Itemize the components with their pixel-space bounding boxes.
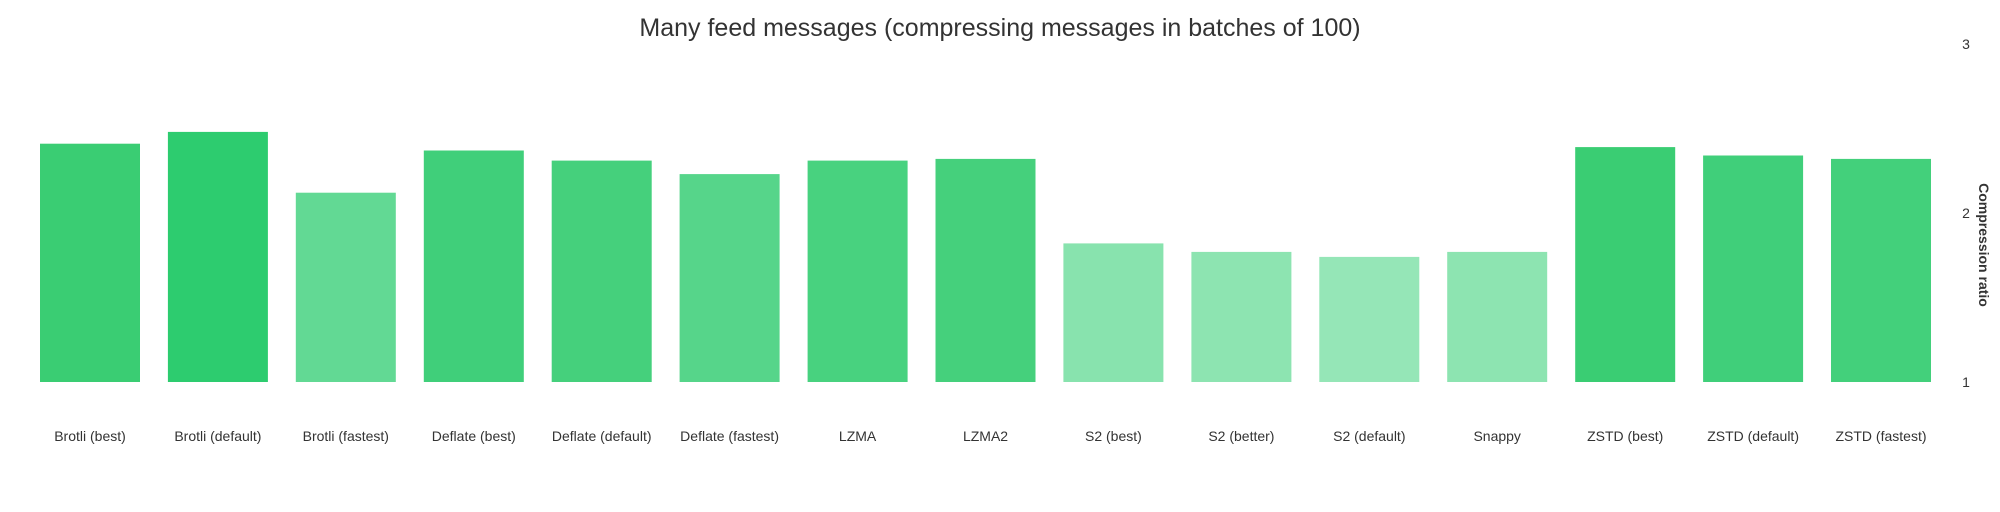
bar [1831,158,1931,382]
bars-group [40,131,1931,382]
x-tick-label: Deflate (best) [432,428,516,444]
y-tick-labels: 1 2 3 [1962,36,1970,390]
chart-title: Many feed messages (compressing messages… [639,14,1360,42]
x-tick-label: Brotli (best) [54,428,126,444]
y-tick-label: 2 [1962,205,1970,221]
x-tick-label: S2 (best) [1085,428,1142,444]
x-tick-label: Snappy [1473,428,1520,444]
x-tick-label: Brotli (default) [174,428,261,444]
bar [1319,256,1420,382]
bar [1575,147,1676,382]
bar [295,192,396,382]
x-tick-label: LZMA2 [963,428,1008,444]
x-tick-label: Deflate (fastest) [680,428,779,444]
bar [1447,251,1548,382]
bar [551,160,652,382]
y-axis-label: Compression ratio [1976,183,1992,307]
y-tick-label: 3 [1962,36,1970,52]
bar [935,158,1036,382]
x-tick-label: S2 (default) [1333,428,1405,444]
x-tick-label: LZMA [839,428,877,444]
x-tick-label: Deflate (default) [552,428,652,444]
x-tick-label: ZSTD (fastest) [1835,428,1926,444]
bar [167,131,268,382]
x-tick-labels: Brotli (best) Brotli (default) Brotli (fas… [54,428,1926,444]
bar [423,150,524,382]
bar [1191,251,1292,382]
bar [679,174,780,382]
bar [1063,243,1164,382]
y-tick-label: 1 [1962,374,1970,390]
bar [1703,155,1804,382]
x-tick-label: ZSTD (best) [1587,428,1663,444]
bar [40,143,140,382]
x-tick-label: S2 (better) [1208,428,1274,444]
x-tick-label: ZSTD (default) [1707,428,1799,444]
bar [807,160,908,382]
x-tick-label: Brotli (fastest) [303,428,389,444]
